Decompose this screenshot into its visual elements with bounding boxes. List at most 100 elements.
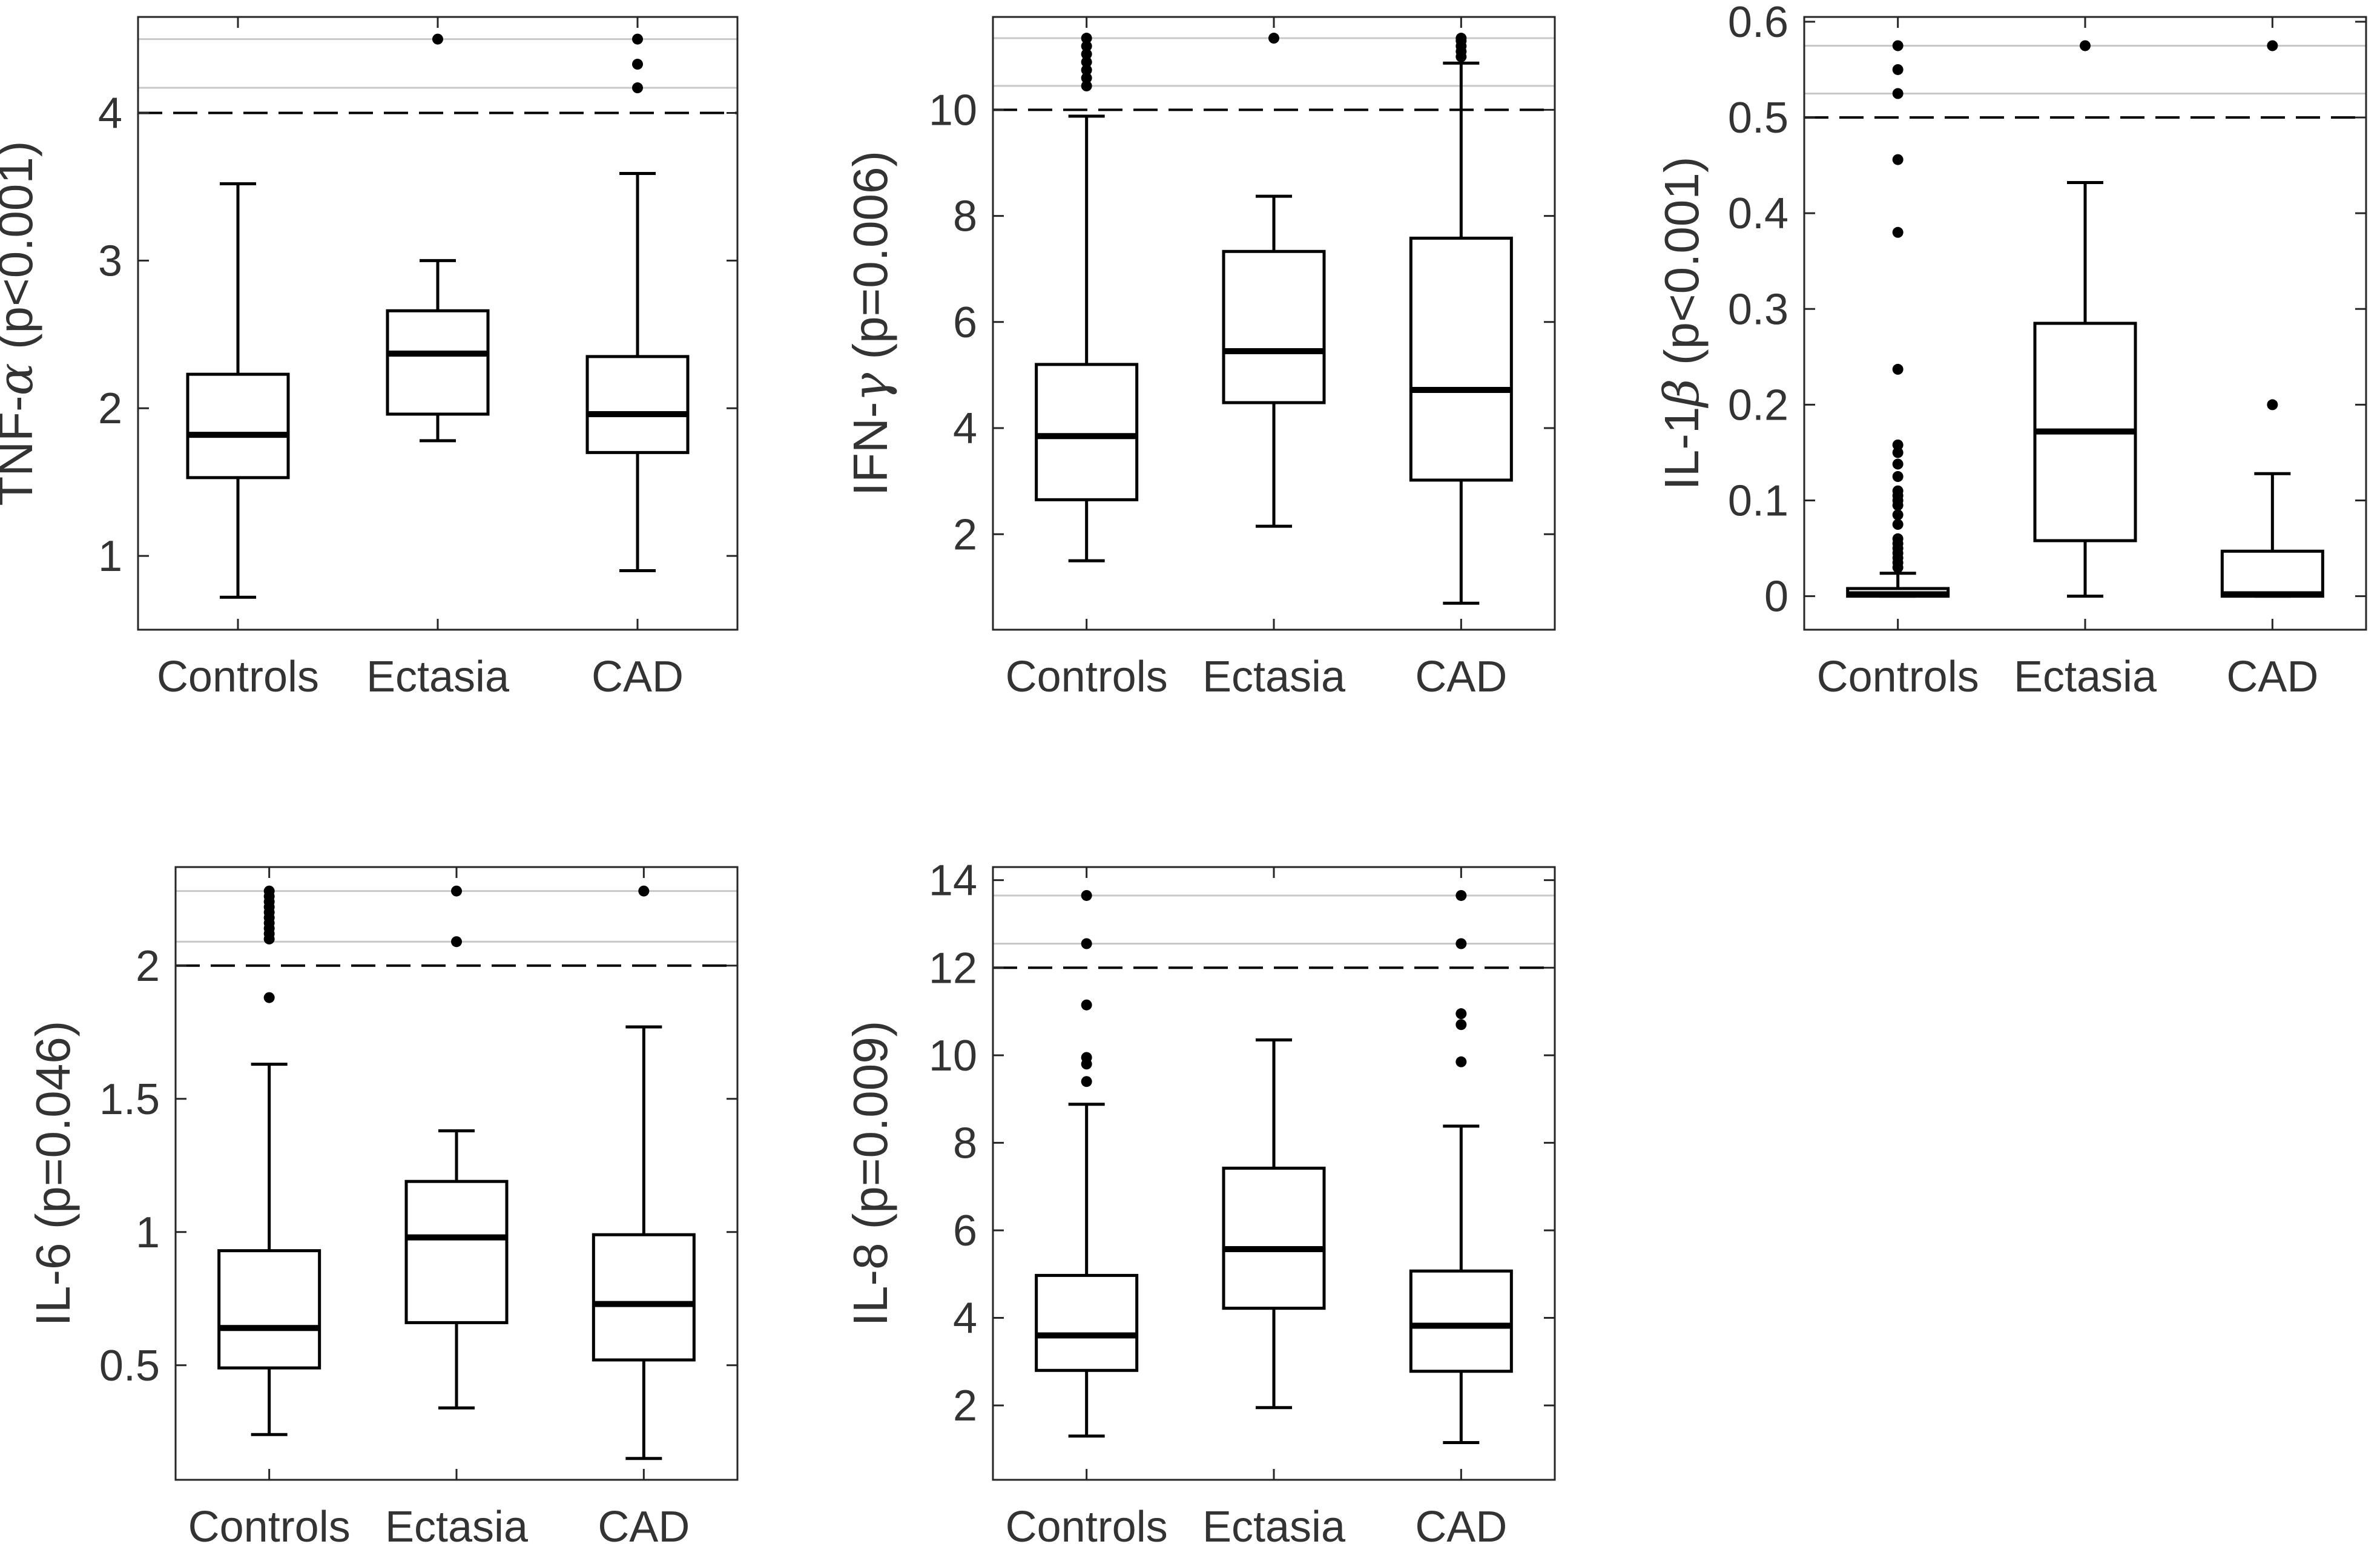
outlier-point — [1892, 88, 1904, 99]
outlier-point — [1892, 485, 1904, 497]
outlier-point — [1892, 439, 1904, 450]
y-tick-label: 12 — [929, 944, 977, 992]
box-ectasia — [2033, 40, 2137, 598]
outlier-point — [1455, 1008, 1467, 1020]
chart-panel-3: 0 0.1 0.2 0.3 0.4 0.5 0.6 Controls Ectasia CAD IL-… — [1653, 0, 2367, 701]
iqr-box — [2220, 549, 2324, 598]
outlier-point — [1081, 999, 1092, 1011]
outlier-point — [1455, 889, 1467, 901]
y-axis-label-main: TNF- — [0, 395, 42, 506]
iqr-box — [1222, 1166, 1326, 1310]
x-category-label-controls: Controls — [188, 1503, 351, 1544]
y-axis-label: IL-8 (p=0.009) — [843, 1021, 897, 1327]
y-tick-label: 0.5 — [99, 1342, 160, 1390]
iqr-box — [186, 372, 290, 480]
outlier-point — [1892, 40, 1904, 51]
outlier-point — [1081, 889, 1092, 901]
y-tick-label: 10 — [929, 86, 977, 134]
outlier-point — [451, 885, 462, 897]
outlier-point — [1455, 33, 1467, 44]
outlier-point — [1892, 226, 1904, 238]
outlier-point — [1081, 72, 1092, 84]
x-category-label-ectasia: Ectasia — [1202, 653, 1346, 701]
chart-panel-1: 1 2 3 4 Controls Ectasia CAD TNF-α (p<0.001) — [0, 16, 739, 701]
box-ectasia — [1222, 33, 1326, 528]
y-axis-label: IL-1β (p<0.001) — [1653, 156, 1710, 490]
x-category-label-controls: Controls — [1006, 1503, 1168, 1544]
y-axis-label-main: IL-8 (p=0.009) — [843, 1021, 897, 1327]
outlier-point — [2080, 40, 2091, 51]
outlier-point — [632, 82, 643, 94]
outlier-point — [638, 885, 650, 897]
outlier-point — [263, 992, 275, 1003]
outlier-point — [1081, 938, 1092, 949]
outlier-point — [1892, 154, 1904, 165]
y-axis-label-rest: (p=0.006) — [843, 151, 897, 373]
outlier-point — [1081, 56, 1092, 68]
box-controls — [1035, 889, 1139, 1438]
outlier-point — [1892, 519, 1904, 530]
y-tick-label: 0.6 — [1728, 0, 1788, 47]
y-tick-label: 14 — [929, 857, 977, 905]
iqr-box — [1222, 249, 1326, 404]
y-tick-label: 1 — [136, 1209, 160, 1257]
y-axis-label-rest: (p<0.001) — [0, 140, 42, 363]
y-tick-label: 4 — [953, 404, 977, 453]
y-axis-label-main: IFN- — [843, 402, 897, 497]
box-cad — [1409, 889, 1513, 1445]
outlier-point — [1455, 1019, 1467, 1031]
iqr-box — [592, 1233, 696, 1362]
outlier-point — [632, 33, 643, 45]
y-tick-label: 2 — [953, 1382, 977, 1430]
box-ectasia — [1222, 1038, 1326, 1410]
y-tick-label: 0.5 — [1728, 94, 1788, 142]
outlier-point — [1081, 1052, 1092, 1063]
x-category-label-ectasia: Ectasia — [385, 1503, 529, 1544]
outlier-point — [1892, 64, 1904, 75]
box-ectasia — [386, 33, 490, 443]
x-category-label-ectasia: Ectasia — [1202, 1503, 1346, 1544]
outlier-point — [1455, 938, 1467, 949]
y-tick-label: 0.1 — [1728, 477, 1788, 526]
box-controls — [186, 182, 290, 599]
outlier-point — [1081, 80, 1092, 91]
outlier-point — [632, 59, 643, 70]
iqr-box — [404, 1179, 509, 1324]
x-category-label-cad: CAD — [592, 653, 684, 701]
box-cad — [2220, 40, 2324, 598]
x-category-label-ectasia: Ectasia — [2014, 653, 2157, 701]
x-category-label-cad: CAD — [598, 1503, 690, 1544]
box-controls — [1846, 40, 1950, 598]
y-axis-label: IL-6 (p=0.046) — [26, 1021, 80, 1327]
y-axis-label: IFN-γ (p=0.006) — [842, 151, 898, 496]
outlier-point — [1892, 447, 1904, 458]
outlier-point — [1892, 471, 1904, 482]
y-tick-label: 1.5 — [99, 1075, 160, 1124]
iqr-box — [386, 309, 490, 416]
y-tick-label: 0.2 — [1728, 381, 1788, 429]
outlier-point — [2267, 40, 2278, 51]
outlier-point — [1081, 1076, 1092, 1087]
y-tick-label: 0.3 — [1728, 285, 1788, 334]
y-tick-label: 0 — [1764, 573, 1788, 621]
chart-panel-2: 2 4 6 8 10 Controls Ectasia CAD IFN-γ (p=0.006) — [842, 16, 1556, 701]
y-tick-label: 6 — [953, 299, 977, 347]
x-category-label-controls: Controls — [1817, 653, 1979, 701]
y-tick-label: 2 — [136, 942, 160, 991]
outlier-point — [1892, 458, 1904, 470]
y-tick-label: 8 — [953, 1119, 977, 1167]
y-axis-label-rest: (p<0.001) — [1655, 156, 1709, 378]
x-category-label-cad: CAD — [1415, 653, 1507, 701]
outlier-point — [2267, 399, 2278, 411]
y-axis-label-greek: α — [0, 363, 44, 395]
chart-panel-4: 0.5 1 1.5 2 Controls Ectasia CAD IL-6 (p=0.046) — [26, 866, 739, 1544]
outlier-point — [263, 885, 275, 897]
y-tick-label: 3 — [98, 237, 122, 285]
outlier-point — [1081, 41, 1092, 52]
box-cad — [592, 885, 696, 1460]
outlier-point — [451, 936, 462, 948]
x-category-label-controls: Controls — [157, 653, 319, 701]
y-tick-label: 8 — [953, 193, 977, 241]
x-category-label-cad: CAD — [2226, 653, 2318, 701]
